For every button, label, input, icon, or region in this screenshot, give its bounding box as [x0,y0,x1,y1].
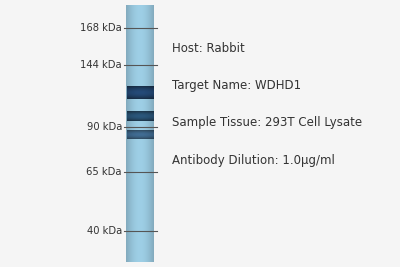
Text: Sample Tissue: 293T Cell Lysate: Sample Tissue: 293T Cell Lysate [172,116,362,129]
Text: 168 kDa: 168 kDa [80,23,122,33]
Text: 144 kDa: 144 kDa [80,60,122,70]
Text: Antibody Dilution: 1.0µg/ml: Antibody Dilution: 1.0µg/ml [172,154,335,167]
Text: 90 kDa: 90 kDa [87,122,122,132]
Text: 65 kDa: 65 kDa [86,167,122,177]
Text: Target Name: WDHD1: Target Name: WDHD1 [172,79,301,92]
Text: 40 kDa: 40 kDa [87,226,122,236]
Text: Host: Rabbit: Host: Rabbit [172,42,245,54]
